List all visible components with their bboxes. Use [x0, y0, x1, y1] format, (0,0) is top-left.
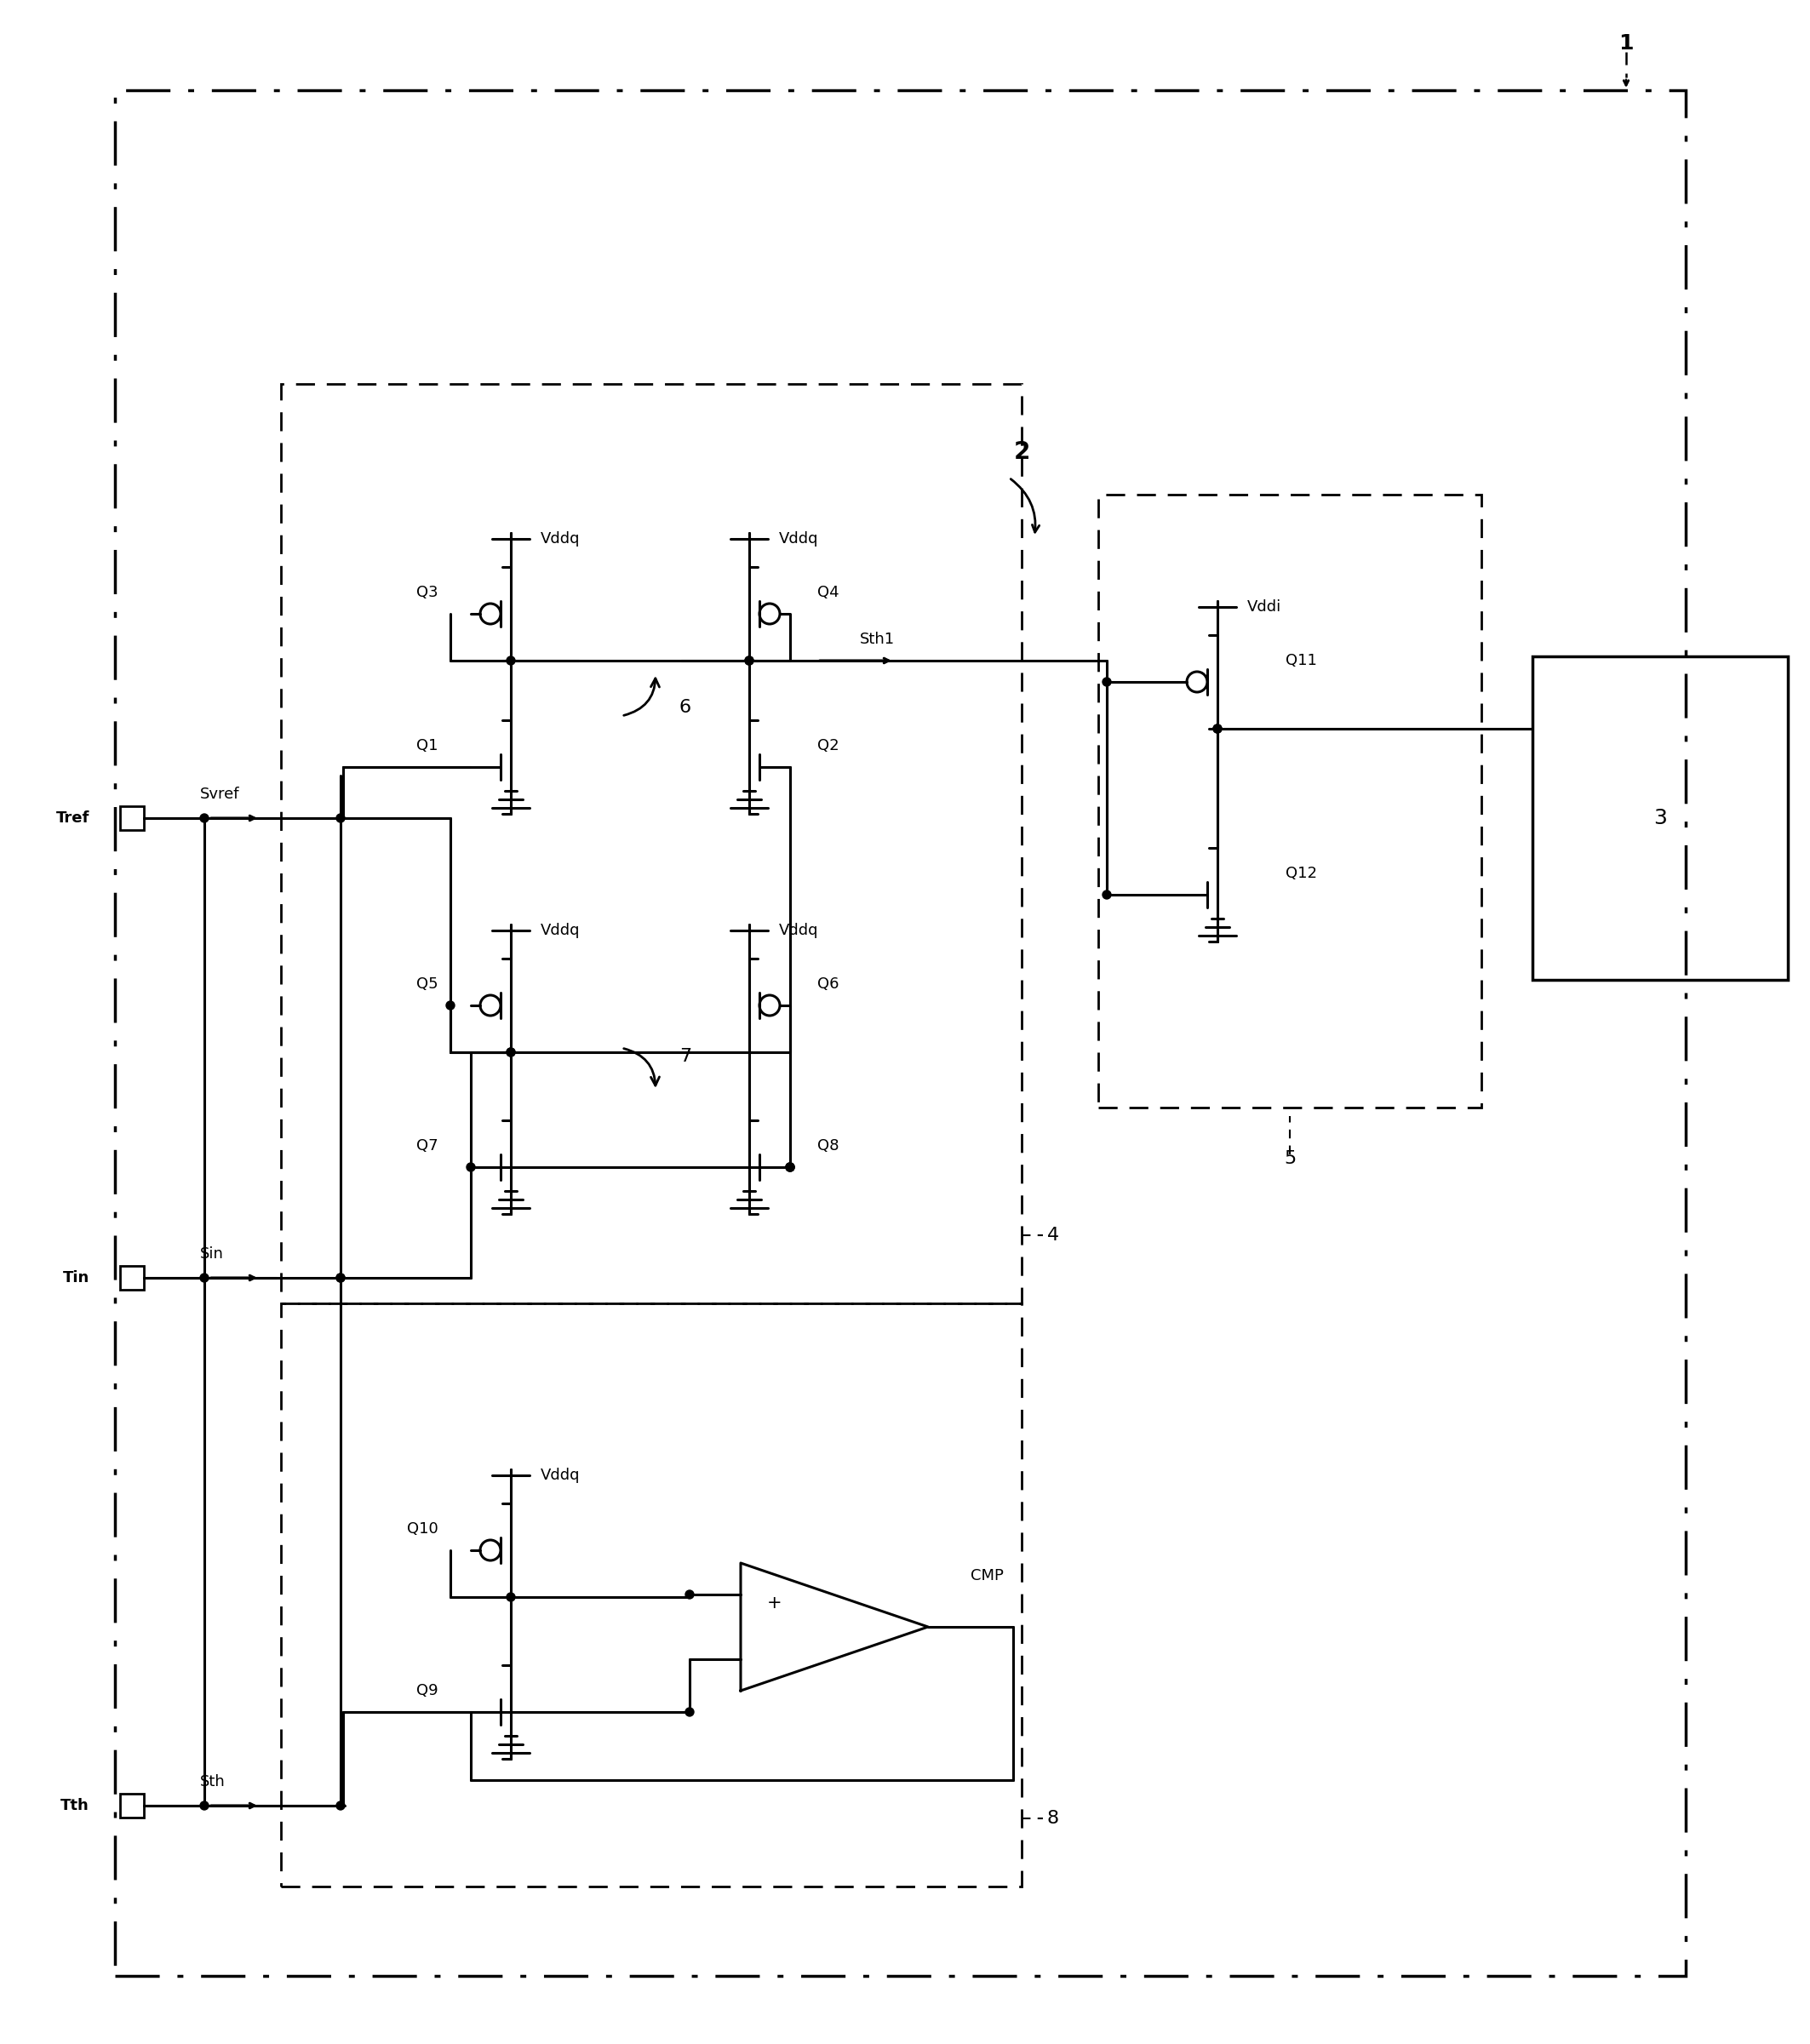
Text: Vddq: Vddq	[778, 531, 818, 546]
Circle shape	[507, 656, 516, 664]
Text: Sth: Sth	[201, 1774, 226, 1788]
Text: Q3: Q3	[416, 585, 438, 601]
Bar	[281, 384, 1021, 1304]
Circle shape	[1102, 679, 1111, 687]
Bar	[119, 1265, 143, 1290]
Text: Vddq: Vddq	[778, 922, 818, 938]
Circle shape	[746, 656, 753, 664]
Text: Q8: Q8	[818, 1139, 840, 1153]
Circle shape	[1102, 891, 1111, 899]
Circle shape	[686, 1707, 693, 1717]
Bar	[114, 90, 1685, 1977]
Bar	[119, 1795, 143, 1817]
Circle shape	[1213, 724, 1222, 734]
Bar	[281, 1304, 1021, 1887]
Text: Q11: Q11	[1285, 652, 1318, 668]
Circle shape	[337, 814, 344, 822]
Circle shape	[686, 1590, 693, 1598]
Text: 2: 2	[1014, 439, 1030, 464]
Circle shape	[445, 1002, 454, 1010]
Text: Q7: Q7	[416, 1139, 438, 1153]
Text: Q1: Q1	[416, 738, 438, 754]
Text: Q2: Q2	[818, 738, 840, 754]
Text: Tth: Tth	[62, 1799, 89, 1813]
Text: Vddq: Vddq	[541, 1468, 581, 1484]
Circle shape	[507, 1592, 516, 1600]
Circle shape	[746, 656, 753, 664]
Text: 8: 8	[1048, 1809, 1059, 1827]
Text: 6: 6	[679, 699, 691, 715]
Text: Vddi: Vddi	[1247, 599, 1281, 615]
Text: Q4: Q4	[818, 585, 840, 601]
Bar	[1533, 656, 1788, 979]
Text: 5: 5	[1283, 1151, 1296, 1167]
Text: Sth1: Sth1	[860, 632, 894, 648]
Circle shape	[201, 814, 208, 822]
FancyArrowPatch shape	[624, 1049, 659, 1085]
Text: 1: 1	[1618, 33, 1634, 53]
Circle shape	[337, 1801, 344, 1809]
Circle shape	[786, 1163, 795, 1171]
Text: Tin: Tin	[63, 1269, 89, 1286]
Circle shape	[1213, 724, 1222, 734]
Text: Sin: Sin	[201, 1247, 224, 1261]
Polygon shape	[740, 1564, 929, 1690]
Text: Tref: Tref	[56, 811, 89, 826]
Circle shape	[337, 1273, 344, 1282]
Text: Svref: Svref	[201, 787, 239, 801]
Text: Q12: Q12	[1285, 867, 1318, 881]
Circle shape	[467, 1163, 474, 1171]
Text: Q5: Q5	[416, 977, 438, 991]
Text: 4: 4	[1048, 1226, 1059, 1243]
Bar	[119, 805, 143, 830]
Circle shape	[507, 1049, 516, 1057]
Circle shape	[201, 1801, 208, 1809]
Bar	[1099, 495, 1481, 1108]
Text: Vddq: Vddq	[541, 922, 581, 938]
Circle shape	[337, 1273, 344, 1282]
Text: Q10: Q10	[407, 1521, 438, 1537]
Circle shape	[201, 1273, 208, 1282]
Circle shape	[786, 1163, 795, 1171]
Text: 3: 3	[1653, 807, 1667, 828]
FancyArrowPatch shape	[1010, 478, 1039, 531]
Circle shape	[507, 1049, 516, 1057]
Text: Q9: Q9	[416, 1682, 438, 1699]
Text: 7: 7	[679, 1049, 691, 1065]
Text: CMP: CMP	[970, 1568, 1005, 1584]
Circle shape	[786, 1163, 795, 1171]
Text: +: +	[767, 1594, 782, 1611]
FancyArrowPatch shape	[624, 679, 659, 715]
Text: Q6: Q6	[818, 977, 840, 991]
Text: Vddq: Vddq	[541, 531, 581, 546]
